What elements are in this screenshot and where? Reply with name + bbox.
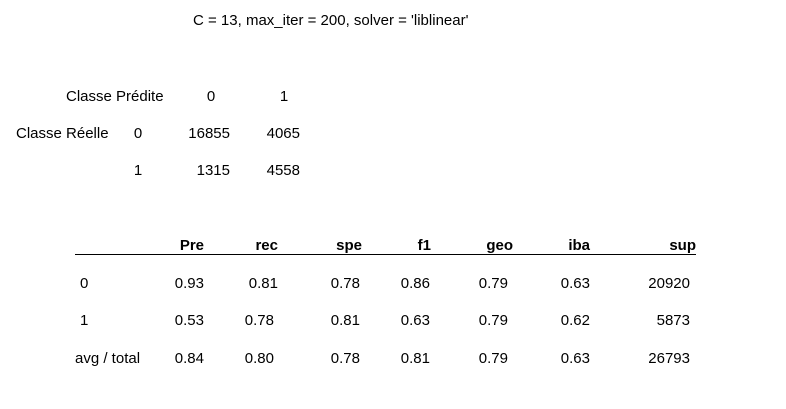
report-cell: 0.84 (174, 350, 204, 367)
actual-class-1: 1 (133, 162, 143, 179)
pred-class-header-1: 1 (279, 88, 289, 105)
pred-class-header-0: 0 (206, 88, 216, 105)
report-cell: 0.86 (400, 275, 430, 292)
report-cell: 0.78 (330, 350, 360, 367)
cm-cell-0-1: 4065 (266, 125, 300, 142)
report-cell: 0.79 (478, 312, 508, 329)
report-header-geo: geo (486, 237, 513, 254)
report-cell: 20920 (648, 275, 690, 292)
report-cell: 0.93 (174, 275, 204, 292)
report-cell: 0.63 (560, 350, 590, 367)
report-cell: 0.81 (400, 350, 430, 367)
report-cell: 0.78 (330, 275, 360, 292)
report-cell: 0.81 (330, 312, 360, 329)
report-header-sup: sup (669, 237, 696, 254)
report-cell: 5873 (656, 312, 690, 329)
report-cell: 0.79 (478, 350, 508, 367)
report-header-spe: spe (336, 237, 362, 254)
predicted-class-label: Classe Prédite (66, 88, 164, 105)
report-cell: 0.63 (560, 275, 590, 292)
actual-class-0: 0 (133, 125, 143, 142)
report-cell: 0.81 (248, 275, 278, 292)
cm-cell-1-1: 4558 (266, 162, 300, 179)
report-cell: 0.63 (400, 312, 430, 329)
report-cell: 0.53 (174, 312, 204, 329)
report-row-label: 0 (80, 275, 89, 292)
report-header-pre: Pre (179, 237, 204, 254)
report-row-label: avg / total (75, 350, 141, 367)
report-cell: 0.62 (560, 312, 590, 329)
report-header-iba: iba (568, 237, 590, 254)
actual-class-label: Classe Réelle (16, 125, 109, 142)
report-cell: 0.79 (478, 275, 508, 292)
report-header-f1: f1 (417, 237, 431, 254)
report-cell: 26793 (648, 350, 690, 367)
report-cell: 0.80 (244, 350, 274, 367)
cm-cell-0-0: 16855 (188, 125, 230, 142)
cm-cell-1-0: 1315 (196, 162, 230, 179)
report-row-label: 1 (80, 312, 89, 329)
title: C = 13, max_iter = 200, solver = 'liblin… (193, 12, 469, 29)
report-header-rec: rec (255, 237, 278, 254)
header-divider (75, 254, 696, 255)
report-cell: 0.78 (244, 312, 274, 329)
